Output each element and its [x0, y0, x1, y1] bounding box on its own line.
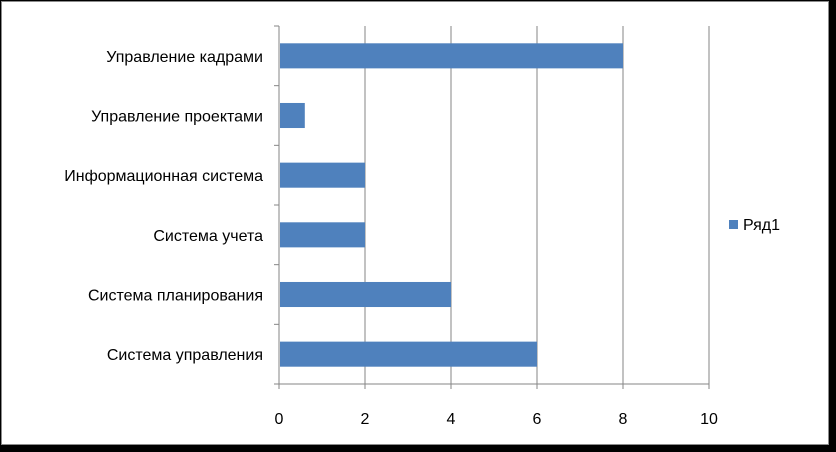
- bar-2: [280, 222, 365, 248]
- legend-label: Ряд1: [743, 217, 780, 234]
- category-label-3: Информационная система: [64, 168, 263, 185]
- bar-1: [280, 281, 451, 308]
- bar-chart: Система управления Система планирования Си…: [64, 25, 780, 428]
- legend-swatch: [729, 220, 738, 229]
- category-label-1: Система планирования: [88, 288, 263, 305]
- category-label-2: Система учета: [153, 228, 263, 245]
- x-tick-label-0: 0: [275, 411, 284, 428]
- axes: [274, 25, 710, 389]
- category-label-4: Управление проектами: [91, 109, 263, 126]
- x-tick-labels: 0 2 4 6 8 10: [275, 411, 718, 428]
- legend: Ряд1: [729, 217, 780, 234]
- x-tick-label-3: 6: [533, 411, 542, 428]
- bar-0: [280, 341, 537, 367]
- bar-3: [280, 162, 365, 188]
- bar-5: [280, 43, 623, 69]
- gridlines: [364, 26, 710, 384]
- x-tick-label-5: 10: [700, 411, 718, 428]
- x-tick-label-2: 4: [447, 411, 456, 428]
- category-labels: Система управления Система планирования Си…: [64, 49, 263, 364]
- bar-4: [280, 102, 305, 129]
- category-label-5: Управление кадрами: [106, 49, 263, 66]
- category-label-0: Система управления: [107, 347, 263, 364]
- x-tick-label-1: 2: [361, 411, 370, 428]
- bars: [280, 43, 623, 367]
- chart-frame: Система управления Система планирования Си…: [1, 1, 829, 445]
- x-tick-label-4: 8: [619, 411, 628, 428]
